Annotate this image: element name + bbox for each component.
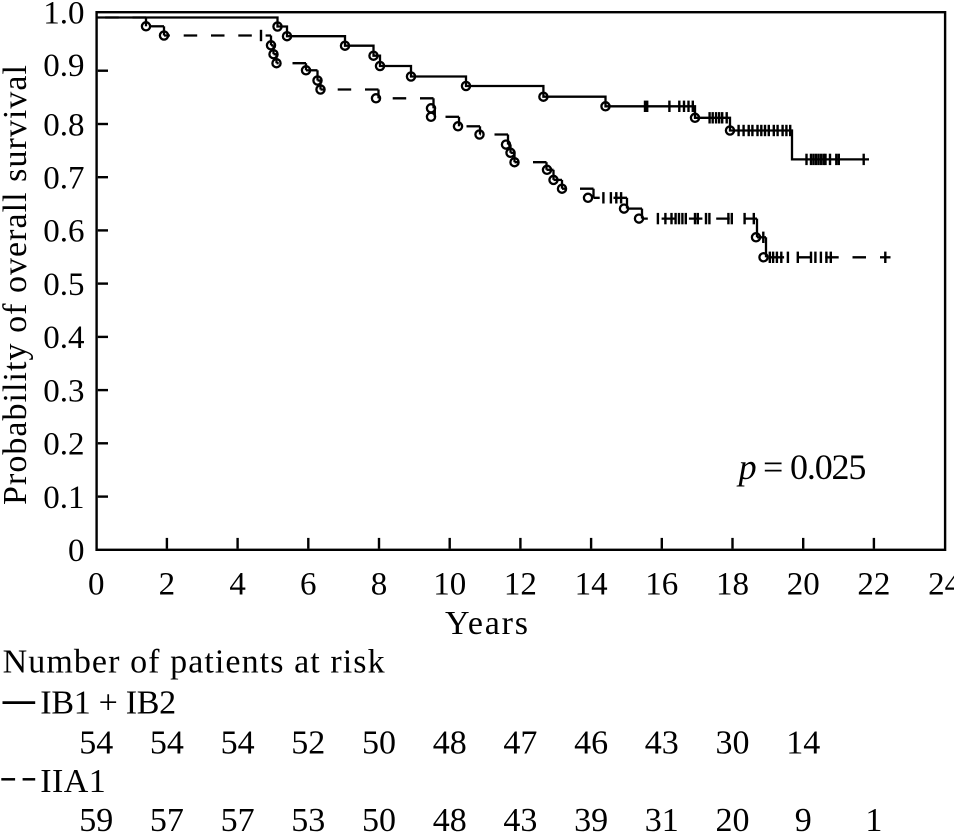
svg-text:57: 57 xyxy=(150,802,184,834)
svg-text:12: 12 xyxy=(504,567,537,603)
svg-text:50: 50 xyxy=(362,802,396,834)
svg-text:57: 57 xyxy=(221,802,255,834)
svg-text:0.4: 0.4 xyxy=(43,320,84,356)
svg-text:0.9: 0.9 xyxy=(43,48,84,84)
svg-text:54: 54 xyxy=(150,725,184,762)
svg-text:54: 54 xyxy=(79,725,113,762)
svg-text:0.8: 0.8 xyxy=(43,107,84,143)
svg-text:0.3: 0.3 xyxy=(43,373,84,409)
svg-text:8: 8 xyxy=(371,567,388,603)
svg-text:IB1 + IB2: IB1 + IB2 xyxy=(40,684,176,721)
svg-text:10: 10 xyxy=(433,567,466,603)
svg-text:46: 46 xyxy=(574,725,608,762)
svg-text:50: 50 xyxy=(362,725,396,762)
svg-text:0.2: 0.2 xyxy=(43,427,84,463)
svg-text:39: 39 xyxy=(574,802,608,834)
svg-text:47: 47 xyxy=(503,725,537,762)
svg-text:14: 14 xyxy=(786,725,820,762)
svg-text:59: 59 xyxy=(79,802,113,834)
svg-text:52: 52 xyxy=(291,725,325,762)
svg-text:2: 2 xyxy=(159,567,176,603)
svg-text:0.1: 0.1 xyxy=(43,480,84,516)
svg-text:0: 0 xyxy=(68,533,85,569)
svg-text:Years: Years xyxy=(445,605,528,642)
svg-text:14: 14 xyxy=(575,567,608,603)
svg-text:6: 6 xyxy=(300,567,317,603)
svg-text:18: 18 xyxy=(716,567,749,603)
svg-text:0.7: 0.7 xyxy=(43,161,84,197)
svg-text:0.5: 0.5 xyxy=(43,267,84,303)
svg-text:43: 43 xyxy=(645,725,679,762)
svg-text:p: p xyxy=(736,447,757,487)
svg-text:30: 30 xyxy=(716,725,750,762)
svg-text:48: 48 xyxy=(433,802,467,834)
svg-text:43: 43 xyxy=(503,802,537,834)
svg-text:9: 9 xyxy=(795,802,812,834)
svg-text:24: 24 xyxy=(928,567,954,603)
svg-text:54: 54 xyxy=(221,725,255,762)
svg-text:48: 48 xyxy=(433,725,467,762)
svg-text:0: 0 xyxy=(88,567,105,603)
svg-text:1.0: 1.0 xyxy=(43,0,84,32)
svg-text:Number of patients at risk: Number of patients at risk xyxy=(3,643,385,680)
svg-text:20: 20 xyxy=(716,802,750,834)
svg-text:16: 16 xyxy=(645,567,678,603)
svg-text:Probability of overall surviva: Probability of overall survival xyxy=(0,65,34,505)
svg-text:20: 20 xyxy=(787,567,820,603)
svg-text:1: 1 xyxy=(865,802,882,834)
svg-text:53: 53 xyxy=(291,802,325,834)
svg-text:0.6: 0.6 xyxy=(43,214,84,250)
svg-text:4: 4 xyxy=(229,567,246,603)
svg-text:= 0.025: = 0.025 xyxy=(763,447,866,487)
svg-text:22: 22 xyxy=(857,567,890,603)
svg-text:31: 31 xyxy=(645,802,679,834)
svg-text:IIA1: IIA1 xyxy=(40,763,105,800)
